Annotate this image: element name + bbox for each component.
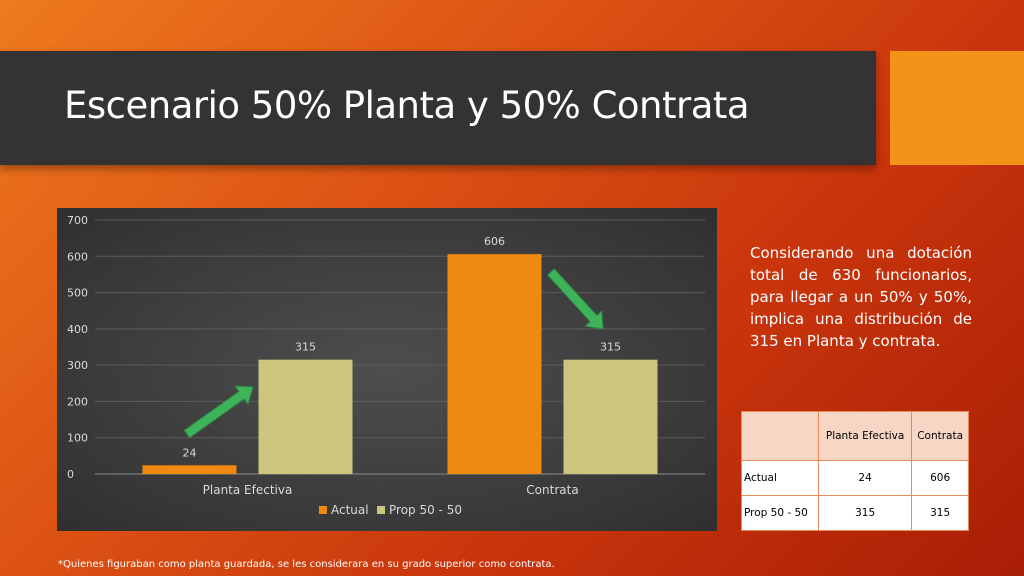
bar (258, 359, 353, 474)
bar (563, 359, 658, 474)
data-table: Planta Efectiva Contrata Actual 24 606 P… (741, 411, 969, 531)
y-tick-label: 300 (67, 359, 88, 372)
table-row-label: Prop 50 - 50 (741, 495, 819, 531)
table-cell: 24 (817, 460, 913, 496)
legend-label: Actual (331, 503, 369, 517)
bar-chart: 0 100 200 300 400 500 600 700 24 315 Planta Efecti… (57, 208, 717, 531)
y-tick-label: 400 (67, 323, 88, 336)
data-label: 606 (484, 235, 505, 248)
y-tick-label: 100 (67, 432, 88, 445)
table-row: Prop 50 - 50 315 315 (741, 495, 969, 531)
table-header-cell: Contrata (911, 411, 969, 461)
slide-title: Escenario 50% Planta y 50% Contrata (64, 84, 750, 127)
table-header-row: Planta Efectiva Contrata (741, 411, 969, 461)
explanation-text: Considerando una dotación total de 630 f… (750, 244, 972, 350)
x-tick-label: Contrata (526, 483, 578, 497)
table-cell: 606 (911, 460, 969, 496)
table-cell: 315 (817, 495, 913, 531)
table-row: Actual 24 606 (741, 460, 969, 496)
y-tick-label: 500 (67, 287, 88, 300)
legend-label: Prop 50 - 50 (389, 503, 462, 517)
accent-square (890, 51, 1024, 165)
green-arrow-up-icon (183, 385, 254, 439)
y-tick-label: 200 (67, 395, 88, 408)
x-tick-label: Planta Efectiva (203, 483, 293, 497)
y-tick-label: 600 (67, 250, 88, 263)
table-header-cell (741, 411, 819, 461)
table-row-label: Actual (741, 460, 819, 496)
title-bar (0, 51, 876, 165)
legend-swatch (377, 506, 385, 514)
table-header-cell: Planta Efectiva (817, 411, 913, 461)
data-label: 24 (183, 446, 197, 459)
bar (447, 254, 542, 474)
data-label: 315 (295, 341, 316, 354)
y-tick-label: 0 (67, 468, 74, 481)
data-label: 315 (600, 341, 621, 354)
green-arrow-down-icon (546, 268, 604, 330)
legend-swatch (319, 506, 327, 514)
table-cell: 315 (911, 495, 969, 531)
bar (142, 465, 237, 474)
footnote: *Quienes figuraban como planta guardada,… (58, 559, 555, 570)
y-tick-label: 700 (67, 214, 88, 227)
chart-svg: 0 100 200 300 400 500 600 700 24 315 Planta Efecti… (67, 214, 705, 517)
